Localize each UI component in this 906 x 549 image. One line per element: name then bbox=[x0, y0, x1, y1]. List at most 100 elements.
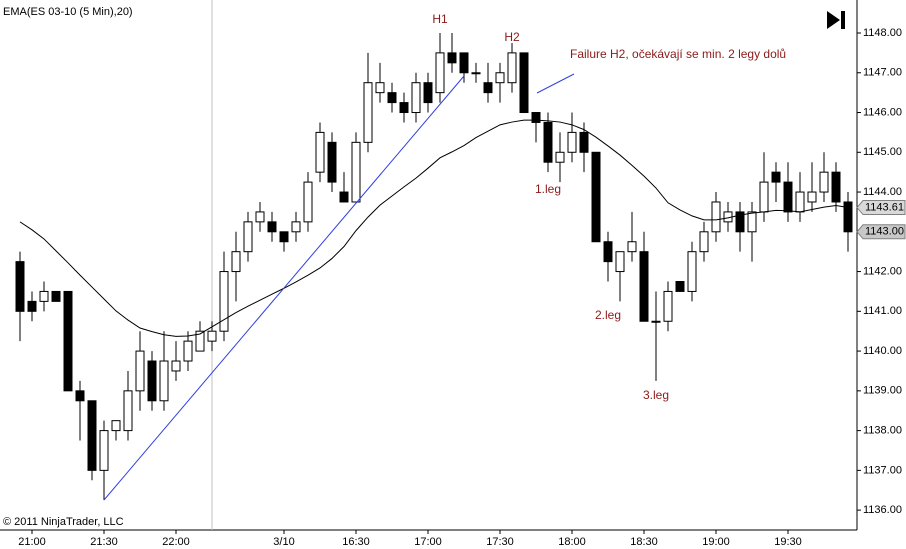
candle-body bbox=[603, 241, 613, 263]
play-end-button[interactable] bbox=[827, 11, 845, 29]
candle-body bbox=[747, 211, 757, 233]
candle-body bbox=[687, 251, 697, 292]
candle-body bbox=[291, 221, 301, 233]
candle-body bbox=[399, 102, 409, 114]
candle-body bbox=[39, 290, 49, 302]
candle-body bbox=[339, 191, 349, 203]
candle-body bbox=[195, 330, 205, 352]
candle-body bbox=[435, 52, 445, 94]
x-tick-label: 16:30 bbox=[342, 536, 370, 548]
y-tick-label: 1138.00 bbox=[863, 425, 902, 437]
candle-body bbox=[591, 151, 601, 243]
candle-body bbox=[123, 390, 133, 432]
y-tick-label: 1145.00 bbox=[863, 146, 902, 158]
x-tick-label: 21:00 bbox=[18, 536, 46, 548]
price-marker bbox=[856, 200, 906, 216]
candle-body bbox=[651, 320, 661, 323]
candle-body bbox=[219, 271, 229, 332]
play-icon[interactable] bbox=[827, 11, 840, 29]
candle-body bbox=[831, 171, 841, 203]
candle-body bbox=[639, 251, 649, 322]
candle-body bbox=[87, 400, 97, 471]
x-tick-label: 17:00 bbox=[414, 536, 442, 548]
candle-body bbox=[267, 221, 277, 233]
candle-body bbox=[783, 181, 793, 213]
candle-body bbox=[255, 211, 265, 223]
candle-body bbox=[15, 261, 25, 312]
x-tick-label: 3/10 bbox=[273, 536, 294, 548]
candle-body bbox=[531, 112, 541, 123]
candle-body bbox=[807, 191, 817, 203]
candle-body bbox=[303, 181, 313, 223]
candle-body bbox=[411, 82, 421, 114]
candle-body bbox=[351, 141, 361, 203]
y-tick-label: 1146.00 bbox=[863, 106, 902, 118]
candle-body bbox=[51, 290, 61, 302]
y-tick-label: 1142.00 bbox=[863, 265, 902, 277]
candle-body bbox=[675, 281, 685, 292]
y-tick-label: 1139.00 bbox=[863, 385, 902, 397]
annotation: H2 bbox=[504, 30, 520, 44]
chart-title: EMA(ES 03-10 (5 Min),20) bbox=[3, 6, 133, 18]
candle-body bbox=[327, 141, 337, 183]
y-tick-label: 1140.00 bbox=[863, 345, 902, 357]
copyright: © 2011 NinjaTrader, LLC bbox=[3, 516, 124, 528]
candle-body bbox=[363, 82, 373, 143]
price-marker-label: 1143.00 bbox=[865, 226, 904, 238]
candle-body bbox=[315, 131, 325, 173]
y-tick-label: 1141.00 bbox=[863, 305, 902, 317]
x-tick-label: 18:00 bbox=[558, 536, 586, 548]
candle-body bbox=[843, 201, 853, 233]
candle-body bbox=[279, 231, 289, 243]
candle-body bbox=[135, 350, 145, 392]
candle-body bbox=[75, 390, 85, 402]
candle-body bbox=[795, 191, 805, 213]
x-tick-label: 19:00 bbox=[702, 536, 730, 548]
candle-body bbox=[375, 82, 385, 94]
candle-body bbox=[819, 171, 829, 193]
candle-body bbox=[615, 251, 625, 273]
annotation: H1 bbox=[432, 12, 448, 26]
candle-body bbox=[483, 82, 493, 94]
y-tick-label: 1136.00 bbox=[863, 504, 902, 516]
candle-body bbox=[495, 72, 505, 84]
x-tick-label: 18:30 bbox=[630, 536, 658, 548]
y-tick-label: 1147.00 bbox=[863, 67, 902, 79]
candle-body bbox=[459, 52, 469, 74]
plot-area bbox=[15, 33, 853, 501]
candle-body bbox=[519, 52, 529, 114]
candle-body bbox=[507, 52, 517, 84]
candle-body bbox=[171, 360, 181, 372]
price-marker bbox=[856, 224, 906, 240]
candle-body bbox=[543, 121, 553, 163]
ema-line bbox=[19, 119, 849, 337]
candle-body bbox=[231, 251, 241, 273]
candle-body bbox=[471, 72, 481, 75]
annotation: Failure H2, očekávají se min. 2 legy dol… bbox=[570, 47, 786, 61]
candle-body bbox=[759, 181, 769, 213]
x-tick-label: 22:00 bbox=[162, 536, 190, 548]
candle-body bbox=[579, 131, 589, 153]
candle-body bbox=[207, 330, 217, 342]
annotation: 1.leg bbox=[535, 182, 561, 196]
candle-body bbox=[567, 131, 577, 153]
candle-body bbox=[387, 92, 397, 104]
candle-body bbox=[735, 211, 745, 233]
x-tick-label: 17:30 bbox=[486, 536, 514, 548]
x-tick-label: 21:30 bbox=[90, 536, 118, 548]
candle-body bbox=[627, 241, 637, 253]
trend-line bbox=[103, 75, 465, 501]
candle-body bbox=[711, 201, 721, 233]
y-tick-label: 1137.00 bbox=[863, 464, 902, 476]
annotation: 2.leg bbox=[595, 308, 621, 322]
candle-body bbox=[663, 290, 673, 322]
candle-body bbox=[147, 360, 157, 402]
candle-body bbox=[555, 151, 565, 163]
price-marker-label: 1143.61 bbox=[865, 201, 904, 213]
candle-body bbox=[771, 171, 781, 183]
end-bar-icon[interactable] bbox=[841, 11, 845, 29]
pointer-line bbox=[536, 73, 575, 94]
candle-body bbox=[423, 82, 433, 104]
